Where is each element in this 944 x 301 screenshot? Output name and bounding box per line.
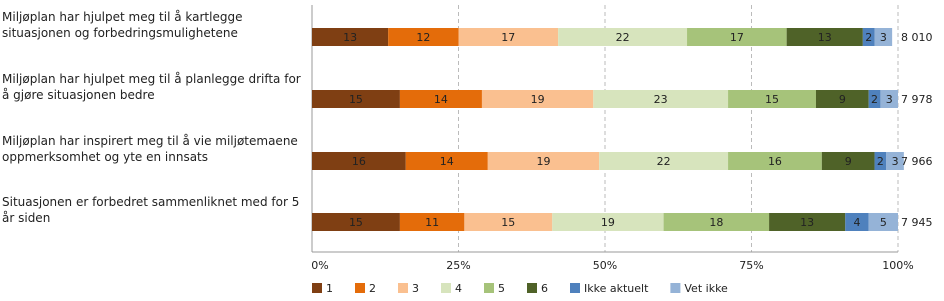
data-label: 14 xyxy=(434,93,448,106)
data-label: 15 xyxy=(501,216,515,229)
legend-label: Vet ikke xyxy=(684,282,728,295)
data-label: 3 xyxy=(892,155,899,168)
legend-swatch xyxy=(484,283,494,293)
category-label: Situasjonen er forbedret sammenliknet me… xyxy=(2,195,300,225)
bar-segment xyxy=(786,28,863,46)
x-tick-label: 0% xyxy=(311,259,328,272)
data-label: 13 xyxy=(800,216,814,229)
data-label: 15 xyxy=(765,93,779,106)
total-label: 7 978 xyxy=(901,93,933,106)
x-tick-label: 100% xyxy=(882,259,913,272)
bar-segment xyxy=(874,28,893,46)
data-label: 11 xyxy=(425,216,439,229)
legend-swatch xyxy=(670,283,681,293)
legend-swatch xyxy=(527,283,537,293)
bar-segment xyxy=(312,90,400,108)
total-label: 7 945 xyxy=(901,216,933,229)
bar-segment xyxy=(458,28,559,46)
legend-swatch xyxy=(312,283,322,293)
data-label: 19 xyxy=(601,216,615,229)
data-label: 13 xyxy=(818,31,832,44)
bar-segment xyxy=(388,28,459,46)
data-label: 16 xyxy=(352,155,366,168)
legend-label: 5 xyxy=(498,282,505,295)
data-label: 5 xyxy=(880,216,887,229)
legend-swatch xyxy=(441,283,451,293)
bar-segment xyxy=(312,213,400,231)
bar-segment xyxy=(552,213,664,231)
bar-segment xyxy=(862,28,875,46)
bar-segment xyxy=(815,90,869,108)
category-label: Miljøplan har inspirert meg til å vie mi… xyxy=(2,134,298,164)
x-tick-label: 25% xyxy=(446,259,470,272)
data-label: 17 xyxy=(501,31,515,44)
legend-label: 4 xyxy=(455,282,462,295)
data-label: 12 xyxy=(416,31,430,44)
bar-segment xyxy=(728,90,816,108)
data-label: 23 xyxy=(654,93,668,106)
legend-label: 6 xyxy=(541,282,548,295)
data-label: 2 xyxy=(877,155,884,168)
legend-swatch xyxy=(398,283,408,293)
data-label: 15 xyxy=(349,93,363,106)
legend-label: 1 xyxy=(326,282,333,295)
bar-segment xyxy=(821,152,875,170)
bar-segment xyxy=(663,213,770,231)
legend-label: 2 xyxy=(369,282,376,295)
category-label: Miljøplan har hjulpet meg til å planlegg… xyxy=(2,72,301,102)
data-label: 18 xyxy=(709,216,723,229)
data-label: 19 xyxy=(531,93,545,106)
data-label: 19 xyxy=(536,155,550,168)
data-label: 3 xyxy=(886,93,893,106)
bar-segment xyxy=(558,28,688,46)
bar-segment xyxy=(405,152,488,170)
data-label: 17 xyxy=(730,31,744,44)
bar-segment xyxy=(728,152,822,170)
category-label: Miljøplan har hjulpet meg til å kartlegg… xyxy=(2,10,243,40)
bar-segment xyxy=(874,152,887,170)
data-label: 9 xyxy=(845,155,852,168)
legend-label: 3 xyxy=(412,282,419,295)
bar-segment xyxy=(464,213,553,231)
data-label: 4 xyxy=(853,216,860,229)
legend-label: Ikke aktuelt xyxy=(584,282,649,295)
bar-segment xyxy=(487,152,600,170)
bar-segment xyxy=(593,90,729,108)
data-label: 14 xyxy=(440,155,454,168)
bar-segment xyxy=(481,90,594,108)
bar-segment xyxy=(312,28,389,46)
bar-segment xyxy=(312,152,406,170)
data-label: 13 xyxy=(343,31,357,44)
data-label: 2 xyxy=(865,31,872,44)
legend-swatch xyxy=(570,283,580,293)
x-tick-label: 50% xyxy=(593,259,617,272)
data-label: 22 xyxy=(657,155,671,168)
data-label: 22 xyxy=(616,31,630,44)
bar-segment xyxy=(399,90,482,108)
total-label: 7 966 xyxy=(901,155,933,168)
data-label: 2 xyxy=(871,93,878,106)
bar-segment xyxy=(769,213,846,231)
bar-segment xyxy=(886,152,904,170)
bar-segment xyxy=(868,213,898,231)
x-tick-label: 75% xyxy=(739,259,763,272)
data-label: 15 xyxy=(349,216,363,229)
bar-segment xyxy=(880,90,898,108)
total-label: 8 010 xyxy=(901,31,933,44)
data-label: 3 xyxy=(880,31,887,44)
bar-segment xyxy=(399,213,465,231)
bar-segment xyxy=(845,213,869,231)
legend-swatch xyxy=(355,283,365,293)
bar-segment xyxy=(868,90,881,108)
bar-segment xyxy=(687,28,787,46)
data-label: 9 xyxy=(839,93,846,106)
data-label: 16 xyxy=(768,155,782,168)
bar-segment xyxy=(599,152,729,170)
